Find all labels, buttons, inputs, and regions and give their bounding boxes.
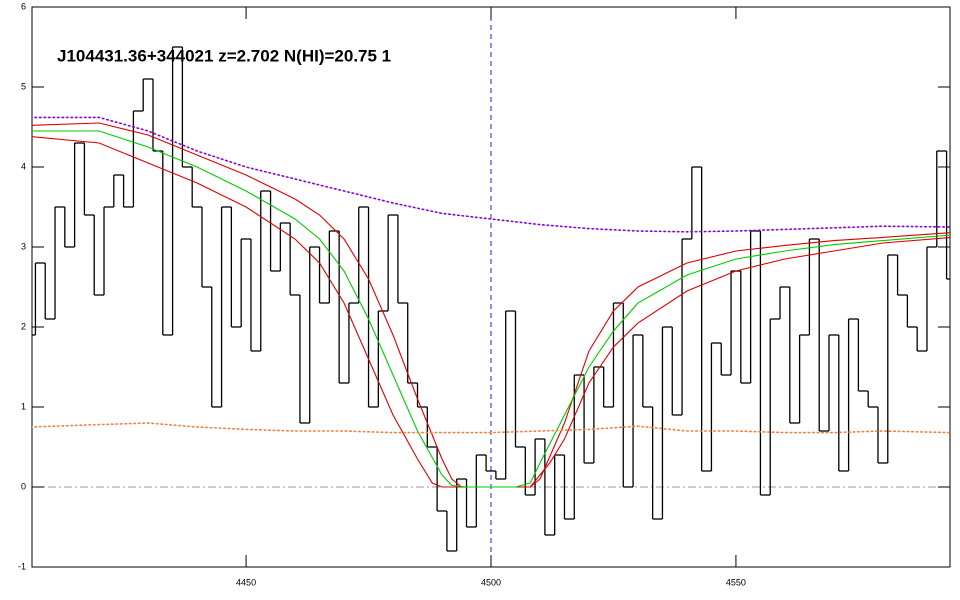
- y-tick-label: 3: [21, 241, 26, 251]
- annotation: J104431.36+344021 z=2.702 N(HI)=20.75 1: [57, 46, 391, 65]
- dotted-curve: [32, 422, 950, 434]
- y-tick-label: 0: [21, 481, 26, 491]
- model-curve: [32, 122, 950, 488]
- x-tick-label: 4550: [726, 577, 746, 587]
- y-tick-label: 4: [21, 161, 26, 171]
- x-tick-label: 4450: [236, 577, 256, 587]
- y-tick-label: 5: [21, 81, 26, 91]
- model-curve: [32, 130, 950, 488]
- dotted-curve: [32, 116, 950, 233]
- y-tick-label: -1: [18, 561, 26, 571]
- y-tick-label: 1: [21, 401, 26, 411]
- plot-area: [32, 7, 950, 567]
- step-connector: [34, 47, 948, 551]
- y-tick-label: 2: [21, 321, 26, 331]
- y-tick-label: 6: [21, 1, 26, 11]
- x-tick-label: 4500: [481, 577, 501, 587]
